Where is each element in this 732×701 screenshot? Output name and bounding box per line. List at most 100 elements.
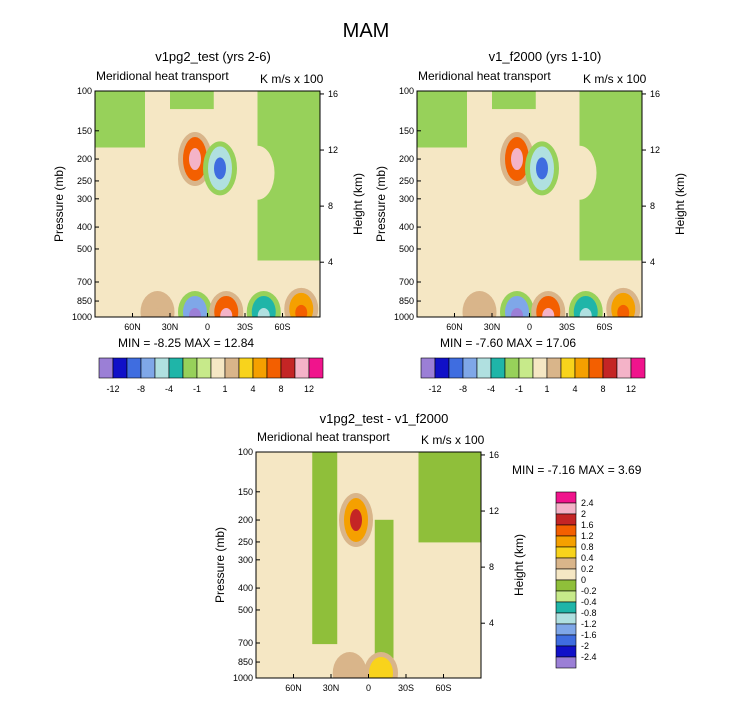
panel-3-colorbar-box: [555, 535, 577, 548]
panel-1-ytick-label: 250: [77, 176, 92, 186]
panel-1-minmax: MIN = -8.25 MAX = 12.84: [118, 336, 255, 350]
panel-1-colorbar-box: [210, 357, 226, 379]
panel-2-colorbar-box: [560, 357, 576, 379]
panel-3-colorbar-box: [555, 590, 577, 603]
panel-1-feature-1-core: [214, 157, 226, 180]
panel-1-xtick-label: 30N: [162, 322, 179, 332]
panel-3-colorbar: 2.421.61.20.80.40.20-0.2-0.4-0.8-1.2-1.6…: [555, 491, 597, 669]
panel-1-xtick-label: 60S: [274, 322, 290, 332]
panel-2-xtick-label: 0: [527, 322, 532, 332]
figure-title: MAM: [342, 20, 390, 42]
panel-3-plot: 100 150 200 250 300 400 500 700 850 1000 16 12 8 4 60N…: [233, 447, 499, 693]
panel-2-y2tick-label: 12: [650, 145, 660, 155]
panel-2-xtick-label: 30N: [484, 322, 501, 332]
panel-2-colorbar-box: [616, 357, 632, 379]
panel-3-colorbar-box: [555, 612, 577, 625]
panel-3-right-string: K m/s x 100: [421, 433, 485, 447]
panel-3-colorbar-label: -1.6: [581, 630, 597, 640]
panel-1-feature-6-core: [257, 307, 270, 317]
panel-3-colorbar-label: -2: [581, 641, 589, 651]
panel-1-northern-band: [95, 91, 145, 148]
panel-2-feature-3-core: [473, 307, 486, 317]
panel-3-colorbar-box: [555, 634, 577, 647]
panel-3-colorbar-box: [555, 656, 577, 669]
panel-1-ytick-label: 200: [77, 154, 92, 164]
panel-3-ytick-label: 100: [238, 447, 253, 457]
panel-1-feature-0-core: [189, 148, 201, 171]
panel-1-ytick-label: 100: [77, 86, 92, 96]
panel-2-feature-1-core: [536, 157, 548, 180]
panel-3-colorbar-box: [555, 623, 577, 636]
panel-3-ytick-label: 850: [238, 657, 253, 667]
panel-3-ytick-label: 150: [238, 487, 253, 497]
panel-1-feature-6-mid: [251, 295, 276, 317]
panel-1-colorbar-box: [224, 357, 240, 379]
panel-1-colorbar-box: [252, 357, 268, 379]
panel-1-y2tick-label: 8: [328, 201, 333, 211]
panel-1-feature-3-core: [151, 307, 164, 317]
panel-2-xtick-label: 60N: [446, 322, 463, 332]
panel-2-title: v1_f2000 (yrs 1-10): [488, 49, 602, 64]
panel-1-feature-3-mid: [145, 295, 170, 317]
panel-1-upper-band: [170, 91, 214, 110]
panel-1-feature-7-core: [295, 304, 308, 317]
panel-1-field: [95, 91, 320, 317]
panel-2-feature-5-core: [542, 307, 555, 317]
panel-3-colorbar-box: [555, 502, 577, 515]
panel-2-ytick-label: 300: [399, 194, 414, 204]
panel-2-colorbar-box: [602, 357, 618, 379]
panel-1-feature-4-core: [189, 307, 201, 317]
panel-2-y2tick-label: 4: [650, 257, 655, 267]
panel-2-ytick-label: 250: [399, 176, 414, 186]
panel-3-y2label: Height (km): [512, 534, 526, 597]
panel-3-colorbar-box: [555, 546, 577, 559]
panel-1-colorbar: -12 -8 -4 -1 1 4 8 12: [98, 357, 324, 394]
panel-2-colorbar-box: [448, 357, 464, 379]
panel-2-feature-5-mid: [536, 295, 561, 317]
panel-3-feature-2-core: [343, 668, 356, 678]
panel-1-right-string: K m/s x 100: [260, 72, 324, 86]
panel-1-feature-4-mid: [183, 295, 207, 317]
panel-1-colorbar-box: [266, 357, 282, 379]
panel-2-colorbar-label: 1: [544, 384, 549, 394]
panel-3-colorbar-box: [555, 557, 577, 570]
panel-1-colorbar-label: 1: [222, 384, 227, 394]
panel-3-colorbar-box: [555, 579, 577, 592]
panel-2-colorbar-label: -12: [428, 384, 441, 394]
panel-3-ytick-label: 700: [238, 638, 253, 648]
panel-2-colorbar-box: [504, 357, 520, 379]
panel-3-xtick-label: 30N: [323, 683, 340, 693]
panel-2-ytick-label: 1000: [394, 312, 414, 322]
panel-1-colorbar-box: [308, 357, 324, 379]
panel-3-colorbar-label: 2.4: [581, 498, 594, 508]
panel-1-colorbar-box: [168, 357, 184, 379]
panel-3-ytick-label: 1000: [233, 673, 253, 683]
panel-2-plot: 100 150 200 250 300 400 500 700 850 1000 16 12 8 4 60N…: [394, 86, 660, 332]
panel-2-left-string: Meridional heat transport: [418, 69, 551, 83]
panel-3-ytick-label: 400: [238, 583, 253, 593]
panel-3-colorbar-box: [555, 513, 577, 526]
panel-3-xtick-label: 60S: [435, 683, 451, 693]
panel-1-plot: 100 150 200 250 300 400 500 700 850 1000 16 12 8 4 60N…: [72, 86, 338, 332]
panel-1-ytick-label: 850: [77, 296, 92, 306]
panel-2-feature-6-core: [579, 307, 592, 317]
panel-3-colorbar-box: [555, 601, 577, 614]
panel-1-xtick-label: 60N: [124, 322, 141, 332]
panel-3-colorbar-box: [555, 645, 577, 658]
panel-1-colorbar-label: 8: [278, 384, 283, 394]
panel-1-colorbar-box: [126, 357, 142, 379]
panel-3-colorbar-label: 0.2: [581, 564, 594, 574]
panel-1-ytick-label: 150: [77, 126, 92, 136]
panel-3-colorbar-label: 1.6: [581, 520, 594, 530]
panel-1-ytick-label: 500: [77, 244, 92, 254]
panel-1-colorbar-label: -8: [137, 384, 145, 394]
panel-2-colorbar-label: 4: [572, 384, 577, 394]
panel-2-feature-2-core: [573, 161, 586, 184]
panel-2-ytick-label: 700: [399, 277, 414, 287]
panel-1-ytick-label: 1000: [72, 312, 92, 322]
panel-3-y2tick-label: 16: [489, 450, 499, 460]
panel-1-title: v1pg2_test (yrs 2-6): [155, 49, 271, 64]
panel-2-colorbar-label: -4: [487, 384, 495, 394]
panel-1-colorbar-box: [182, 357, 198, 379]
panel-2-colorbar-label: 12: [626, 384, 636, 394]
